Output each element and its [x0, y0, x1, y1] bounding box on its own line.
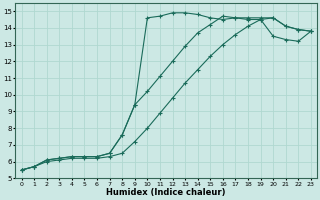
X-axis label: Humidex (Indice chaleur): Humidex (Indice chaleur)	[107, 188, 226, 197]
